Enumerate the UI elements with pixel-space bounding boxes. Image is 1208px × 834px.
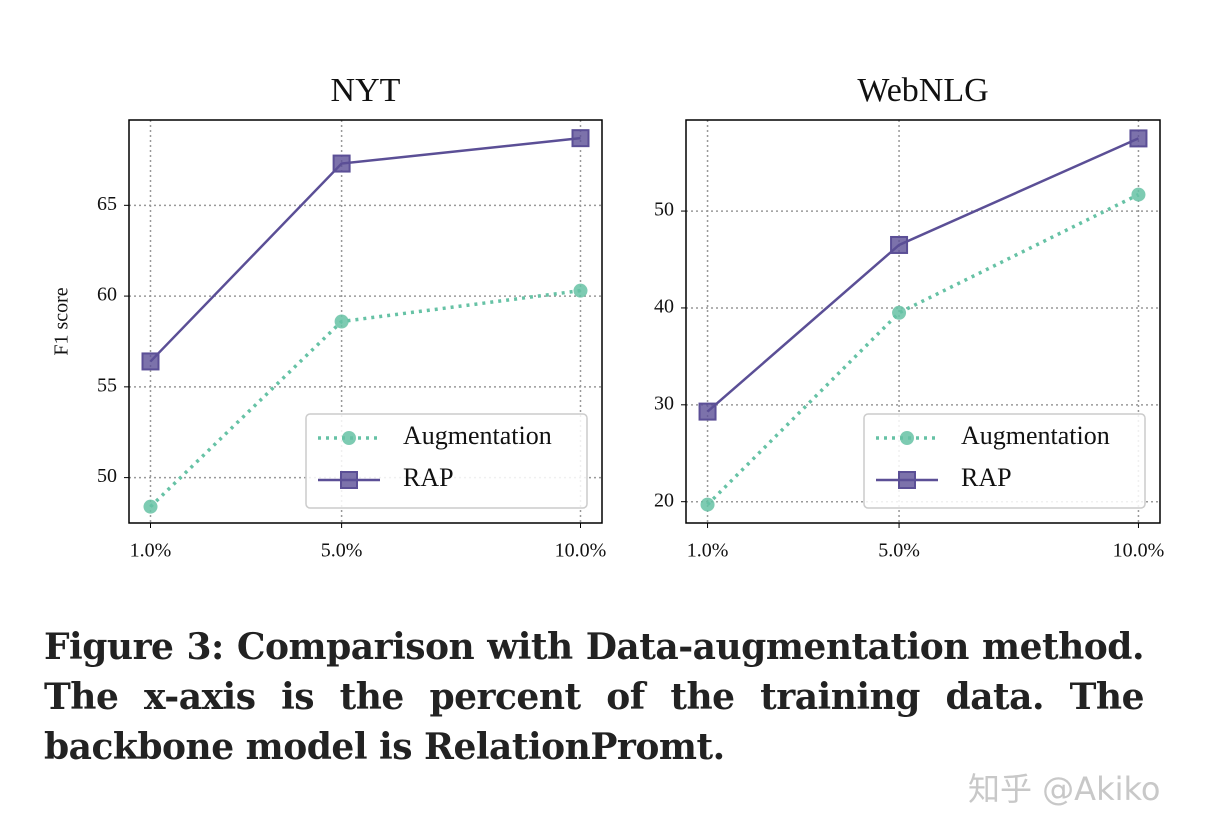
caption: Figure 3: Comparison with Data-augmentat… — [44, 626, 1145, 768]
watermark: 知乎 @Akiko — [968, 770, 1161, 808]
chart-title: WebNLG — [857, 72, 988, 109]
marker — [571, 129, 590, 148]
x-tick-label: 1.0% — [687, 540, 729, 562]
x-tick-label: 5.0% — [321, 540, 363, 562]
x-tick-label: 1.0% — [130, 540, 172, 562]
legend-marker — [900, 431, 914, 445]
legend-marker — [898, 471, 916, 489]
legend-marker — [340, 471, 358, 489]
y-tick-label: 65 — [97, 193, 117, 215]
marker — [573, 283, 588, 298]
series-line — [706, 137, 1139, 413]
legend-marker — [342, 431, 356, 445]
marker — [143, 499, 158, 514]
marker — [141, 352, 160, 371]
marker — [1129, 129, 1148, 148]
charts: NYT F1 score 50 55 60 65 1.0% 5.0% 10.0% Augmenta… — [51, 72, 1165, 562]
marker — [698, 402, 717, 421]
y-tick-label: 40 — [654, 296, 674, 318]
y-tick-label: 50 — [97, 465, 117, 487]
y-tick-label: 60 — [97, 284, 117, 306]
legend-label: RAP — [961, 463, 1012, 492]
y-axis-label: F1 score — [51, 287, 73, 355]
x-tick-label: 10.0% — [1113, 540, 1165, 562]
y-tick-label: 30 — [654, 392, 674, 414]
y-tick-label: 55 — [97, 374, 117, 396]
plot-frame — [685, 119, 1161, 524]
legend-label: RAP — [403, 463, 454, 492]
chart-title: NYT — [331, 72, 401, 109]
marker — [334, 314, 349, 329]
marker — [892, 305, 907, 320]
legend-label: Augmentation — [403, 421, 552, 450]
series-line — [149, 136, 581, 363]
marker — [1131, 187, 1146, 202]
plot-frame — [128, 119, 603, 524]
y-tick-label: 20 — [654, 489, 674, 511]
marker — [700, 497, 715, 512]
y-tick-label: 50 — [654, 199, 674, 221]
x-tick-label: 5.0% — [878, 540, 920, 562]
legend-label: Augmentation — [961, 421, 1110, 450]
series-line — [706, 193, 1140, 506]
marker — [332, 154, 351, 173]
x-tick-label: 10.0% — [555, 540, 607, 562]
marker — [890, 235, 909, 254]
